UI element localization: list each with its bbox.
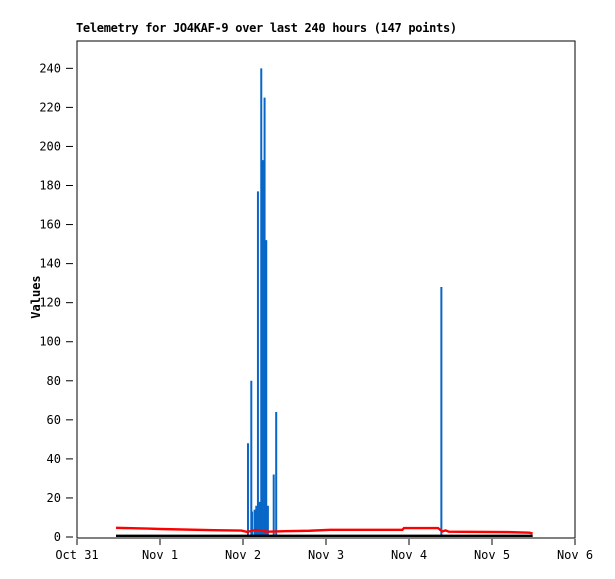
y-tick-label: 240	[39, 61, 61, 75]
y-tick-label: 60	[47, 413, 61, 427]
x-tick-label: Nov 1	[142, 548, 178, 562]
y-tick-label: 200	[39, 139, 61, 153]
y-tick-label: 0	[54, 530, 61, 544]
x-tick-label: Nov 2	[225, 548, 261, 562]
y-tick-label: 20	[47, 491, 61, 505]
y-tick-label: 140	[39, 257, 61, 271]
x-tick-label: Nov 6	[557, 548, 593, 562]
y-tick-label: 160	[39, 218, 61, 232]
y-axis-label: Values	[29, 275, 43, 319]
telemetry-red-line	[115, 526, 533, 535]
y-tick-label: 100	[39, 335, 61, 349]
x-tick-label: Oct 31	[55, 548, 98, 562]
y-tick-label: 180	[39, 179, 61, 193]
plot-frame	[76, 40, 576, 539]
y-tick-label: 40	[47, 452, 61, 466]
y-tick-label: 220	[39, 100, 61, 114]
x-tick-label: Nov 4	[391, 548, 427, 562]
chart-title: Telemetry for JO4KAF-9 over last 240 hou…	[76, 21, 457, 35]
x-tick-label: Nov 3	[308, 548, 344, 562]
y-tick-label: 120	[39, 296, 61, 310]
y-tick-label: 80	[47, 374, 61, 388]
x-tick-label: Nov 5	[474, 548, 510, 562]
